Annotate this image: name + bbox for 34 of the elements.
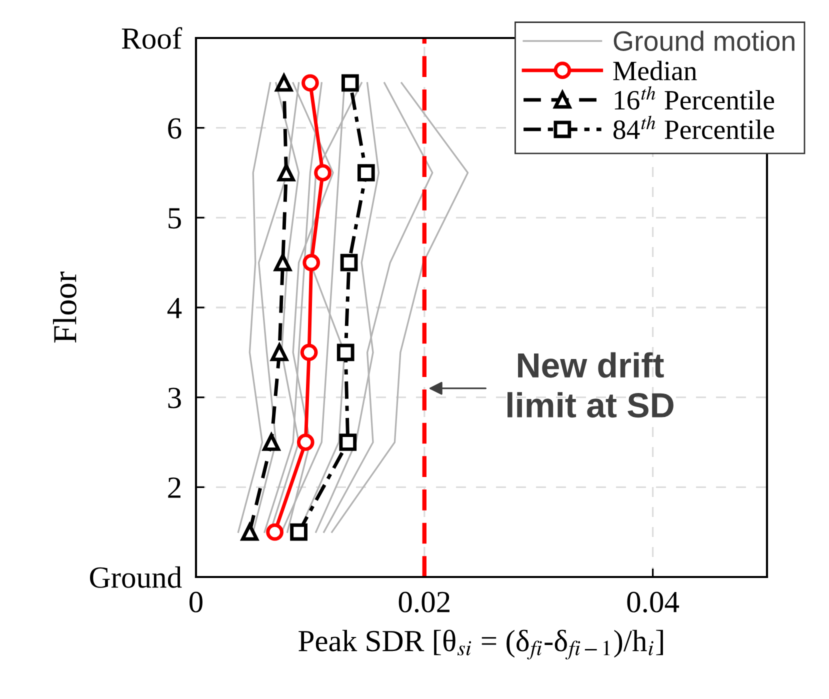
annotation: New drift limit at SD — [508, 352, 674, 418]
point — [341, 74, 359, 92]
legend-label: Ground motion — [614, 30, 794, 51]
point — [240, 523, 258, 541]
point — [300, 344, 318, 362]
line-series — [331, 82, 469, 533]
point — [270, 344, 288, 362]
y-axis-title: Floor — [52, 272, 76, 343]
legend-label: Median — [613, 60, 697, 80]
y-tick-label: 6 — [168, 118, 182, 139]
point — [336, 344, 354, 362]
y-tick-label: Ground — [90, 566, 182, 588]
x-tick-label: 0.02 — [398, 592, 450, 613]
point — [340, 254, 358, 272]
point — [296, 434, 314, 451]
point — [274, 254, 292, 272]
point — [357, 164, 375, 182]
point — [302, 254, 320, 272]
point — [314, 164, 332, 182]
x-tick-label: 0.04 — [627, 592, 680, 613]
y-tick-label: 4 — [167, 298, 182, 318]
point — [290, 523, 308, 541]
point — [266, 523, 284, 541]
point — [275, 74, 293, 92]
y-tick-label: 3 — [168, 388, 181, 408]
y-tick-label: 5 — [168, 208, 181, 229]
x-tick-label: 0 — [190, 592, 202, 612]
text: Peak SDR [θ$_{si}$ = (δ$_{fi}$-δ$_{fi−1}$)/h$_{i}$] — [298, 630, 663, 660]
y-tick-label: Roof — [122, 27, 182, 49]
point — [339, 434, 357, 451]
legend-label: 84$^{th}$ Percentile — [614, 116, 774, 140]
y-tick-label: 2 — [168, 478, 180, 498]
legend-label: 16$^{th}$ Percentile — [614, 86, 774, 110]
point — [302, 74, 319, 92]
